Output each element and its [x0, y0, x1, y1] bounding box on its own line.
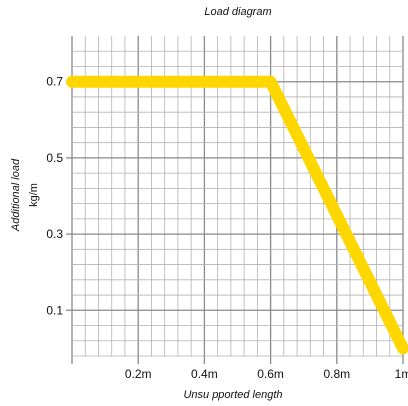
x-tick-label: 0.2m: [125, 367, 152, 381]
load-series-line: [66, 75, 408, 355]
y-tick-label: 0.1: [46, 303, 63, 317]
x-axis-label: Unsu pported length: [183, 389, 282, 401]
y-tick-label: 0.7: [46, 75, 63, 89]
y-tick-label: 0.3: [46, 227, 63, 241]
grid: [66, 36, 404, 364]
y-axis-label: Additional load: [10, 158, 22, 232]
y-axis-ticks: 0.1 0.3 0.5 0.7: [46, 75, 63, 318]
x-tick-label: 1m: [395, 367, 408, 381]
x-tick-label: 0.4m: [191, 367, 218, 381]
y-axis-unit-label: kg/m: [28, 183, 40, 207]
x-tick-label: 0.8m: [323, 367, 350, 381]
y-tick-label: 0.5: [46, 151, 63, 165]
x-axis-ticks: 0.2m 0.4m 0.6m 0.8m 1m: [125, 367, 408, 381]
x-tick-label: 0.6m: [257, 367, 284, 381]
chart-title: Load diagram: [204, 6, 271, 18]
series-layer: [66, 75, 408, 355]
